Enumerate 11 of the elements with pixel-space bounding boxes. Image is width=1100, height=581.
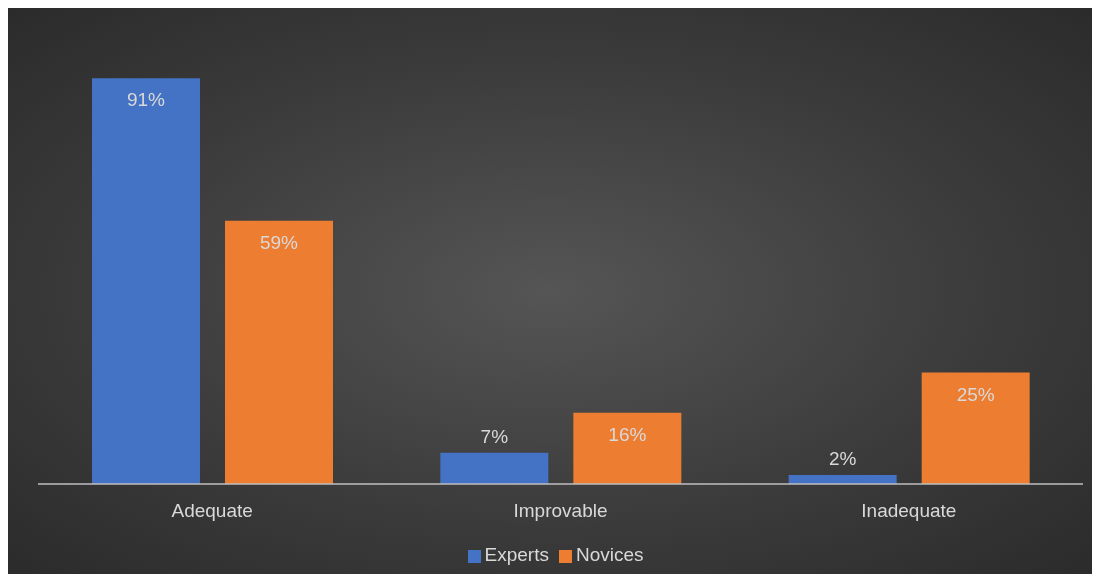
legend-label: Experts — [484, 544, 549, 565]
data-label: 2% — [828, 448, 857, 470]
x-tick-label: Inadequate — [861, 500, 957, 522]
data-label: 91% — [126, 89, 166, 111]
legend-label: Novices — [575, 544, 644, 565]
x-tick-label: Improvable — [513, 500, 608, 522]
x-tick-label: Adequate — [171, 500, 253, 522]
data-label: 16% — [608, 423, 647, 445]
data-label: 7% — [480, 425, 509, 447]
data-label: 25% — [956, 383, 995, 405]
data-label: 59% — [259, 231, 299, 253]
